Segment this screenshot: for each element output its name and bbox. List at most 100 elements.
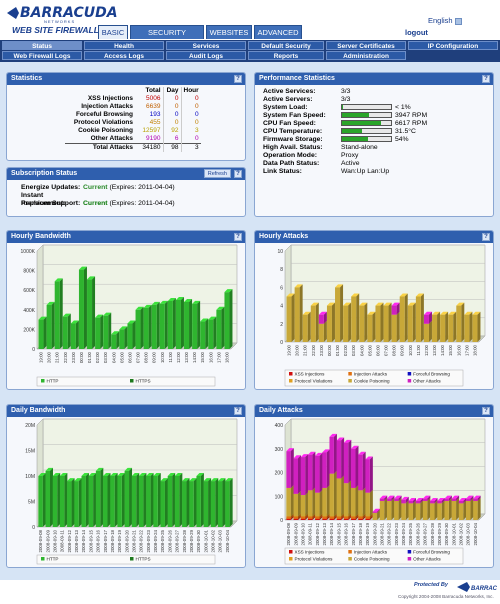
bar: [111, 334, 117, 349]
bar-side: [148, 304, 152, 349]
bar-side: [362, 515, 366, 520]
y-tick-label: 0: [280, 340, 283, 346]
bar-top: [335, 284, 344, 288]
tab-security-policies[interactable]: SECURITY POLICIES: [130, 25, 204, 51]
bar: [196, 476, 201, 527]
bar-top: [210, 478, 219, 482]
x-tick-label: 2008-10-02: [459, 522, 464, 545]
nav-reports[interactable]: Reports: [248, 51, 324, 60]
bar: [159, 303, 165, 349]
bar: [38, 476, 43, 527]
row-day: 0: [162, 103, 181, 111]
bar: [437, 503, 442, 520]
bar-top: [62, 313, 71, 317]
bar-top: [46, 301, 55, 305]
legend-swatch: [289, 372, 293, 376]
nav-services[interactable]: Services: [166, 41, 246, 50]
bar: [160, 481, 165, 527]
nav-default-security[interactable]: Default Security: [248, 41, 324, 50]
bar: [365, 516, 370, 519]
perf-value: 3/3: [341, 96, 351, 103]
bar: [54, 281, 60, 349]
bar: [358, 516, 363, 519]
bar-side: [384, 498, 388, 520]
bar-side: [427, 495, 431, 501]
bar-top: [159, 300, 168, 304]
bar-top: [124, 467, 133, 471]
bar: [286, 296, 292, 342]
help-icon[interactable]: ?: [482, 407, 490, 415]
bar-side: [312, 515, 316, 520]
help-icon[interactable]: ?: [234, 407, 242, 415]
legend-swatch: [348, 557, 352, 561]
legend: [284, 547, 464, 565]
chevron-down-icon[interactable]: [454, 17, 462, 25]
x-tick-label: 18:00: [224, 351, 229, 363]
bar: [216, 309, 222, 349]
nav-status[interactable]: Status: [2, 41, 82, 50]
bar-top: [117, 473, 125, 476]
nav-health[interactable]: Health: [84, 41, 164, 50]
bar-side: [221, 306, 225, 349]
x-tick-label: 04:00: [111, 351, 116, 363]
legend: [36, 554, 216, 565]
logout-link[interactable]: logout: [405, 28, 428, 37]
nav-administration[interactable]: Administration: [326, 51, 406, 60]
nav-ip-configuration[interactable]: IP Configuration: [408, 41, 498, 50]
tab-advanced[interactable]: ADVANCED: [254, 25, 302, 39]
bar: [302, 314, 308, 342]
bar-side: [391, 498, 395, 520]
nav-access-logs[interactable]: Access Logs: [84, 51, 164, 60]
barracuda-footer-logo: BARRACUDA: [457, 582, 497, 592]
legend-label: HTTP: [47, 557, 59, 562]
x-tick-label: 2008-09-11: [308, 522, 313, 545]
nav-audit-logs[interactable]: Audit Logs: [166, 51, 246, 60]
bar-top: [151, 301, 160, 305]
help-icon[interactable]: ?: [234, 170, 242, 178]
barracuda-logo[interactable]: BARRACUDA NETWORKS WEB SITE FIREWALL 460: [6, 3, 126, 35]
help-icon[interactable]: ?: [234, 75, 242, 83]
nav-web-firewall-logs[interactable]: Web Firewall Logs: [2, 51, 82, 60]
bar-side: [132, 320, 136, 349]
bar-side: [331, 302, 335, 342]
bar: [293, 518, 299, 520]
refresh-button[interactable]: Refresh: [203, 169, 231, 178]
y-tick-label: 800K: [23, 269, 35, 275]
row-total: 455: [149, 119, 161, 126]
bar-top: [407, 302, 416, 306]
bar: [146, 476, 151, 527]
bar-top: [444, 495, 452, 499]
help-icon[interactable]: ?: [482, 233, 490, 241]
tab-websites[interactable]: WEBSITES: [206, 25, 252, 39]
bar: [415, 296, 421, 342]
bar-top: [74, 478, 82, 482]
footer: Protected By BARRACUDA Copyright 2004-20…: [0, 580, 500, 604]
x-tick-label: 2008-09-12: [67, 529, 72, 552]
help-icon[interactable]: ?: [234, 233, 242, 241]
language-select[interactable]: English: [428, 16, 462, 25]
x-tick-label: 03:00: [103, 351, 108, 363]
bar-top: [203, 478, 212, 482]
bar-side: [43, 316, 47, 349]
bar: [318, 323, 324, 342]
subscription-status: Current: [83, 200, 108, 207]
tab-basic[interactable]: BASIC: [98, 25, 128, 39]
bar: [192, 303, 198, 349]
legend-label: Forceful Browsing: [413, 550, 450, 555]
bar: [184, 301, 190, 349]
bar: [88, 476, 94, 527]
x-tick-label: 2008-09-27: [423, 522, 428, 545]
bar: [62, 316, 68, 349]
x-tick-label: 17:00: [216, 351, 221, 363]
perf-label: Data Path Status:: [263, 160, 320, 167]
bar: [336, 440, 342, 479]
bar-side: [172, 297, 176, 349]
legend-swatch: [348, 379, 352, 383]
legend-swatch: [407, 550, 412, 554]
y-tick-label: 100: [275, 494, 284, 500]
bar: [329, 473, 334, 517]
row-hour: 0: [180, 119, 201, 127]
help-icon[interactable]: ?: [482, 75, 490, 83]
nav-server-certificates[interactable]: Server Certificates: [326, 41, 406, 50]
bar: [135, 309, 141, 349]
